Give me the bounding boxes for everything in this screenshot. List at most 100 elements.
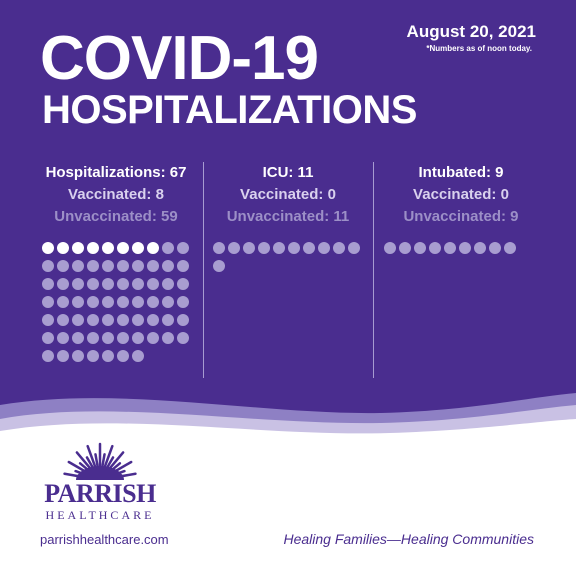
unvaccinated-dot xyxy=(87,314,99,326)
unvaccinated-dot xyxy=(87,278,99,290)
unvaccinated-dot xyxy=(177,242,189,254)
vaccinated-dot xyxy=(102,242,114,254)
unvaccinated-dot xyxy=(42,332,54,344)
wave-divider xyxy=(0,393,576,465)
unvaccinated-dot xyxy=(72,296,84,308)
unvaccinated-dot xyxy=(117,296,129,308)
unvaccinated-dot xyxy=(162,242,174,254)
vaccinated-dot xyxy=(87,242,99,254)
unvaccinated-dot xyxy=(162,314,174,326)
unvaccinated-dot xyxy=(42,350,54,362)
vaccinated-dot xyxy=(117,242,129,254)
unvaccinated-dot xyxy=(102,332,114,344)
stat-total-label: Hospitalizations: 67 xyxy=(45,164,187,181)
hero-panel: COVID-19 HOSPITALIZATIONS August 20, 202… xyxy=(0,0,576,440)
unvaccinated-dot xyxy=(162,278,174,290)
unvaccinated-dot xyxy=(42,296,54,308)
website-link[interactable]: parrishhealthcare.com xyxy=(40,532,169,547)
stat-unvaccinated-label: Unvaccinated: 9 xyxy=(403,208,519,225)
unvaccinated-dot xyxy=(177,278,189,290)
unvaccinated-dot xyxy=(102,314,114,326)
unvaccinated-dot xyxy=(72,314,84,326)
stat-total-label: ICU: 11 xyxy=(262,164,314,181)
unvaccinated-dot xyxy=(42,260,54,272)
unvaccinated-dot xyxy=(147,314,159,326)
unvaccinated-dot xyxy=(87,260,99,272)
unvaccinated-dot xyxy=(429,242,441,254)
vaccinated-dot xyxy=(147,242,159,254)
stat-intubated: Intubated: 9 Vaccinated: 0 Unvaccinated:… xyxy=(375,162,547,228)
brand-name: PARRISH xyxy=(44,479,156,508)
unvaccinated-dot xyxy=(102,260,114,272)
unvaccinated-dot xyxy=(57,350,69,362)
stat-unvaccinated-label: Unvaccinated: 11 xyxy=(226,208,350,225)
unvaccinated-dot xyxy=(288,242,300,254)
unvaccinated-dot xyxy=(132,350,144,362)
unvaccinated-dot xyxy=(333,242,345,254)
unvaccinated-dot xyxy=(132,260,144,272)
page-title: COVID-19 xyxy=(40,24,319,93)
stat-unvaccinated-label: Unvaccinated: 59 xyxy=(54,208,178,225)
unvaccinated-dot xyxy=(57,278,69,290)
unvaccinated-dot xyxy=(228,242,240,254)
unvaccinated-dot xyxy=(162,296,174,308)
unvaccinated-dot xyxy=(57,332,69,344)
unvaccinated-dot xyxy=(132,332,144,344)
vaccinated-dot xyxy=(72,242,84,254)
unvaccinated-dot xyxy=(87,350,99,362)
unvaccinated-dot xyxy=(132,296,144,308)
unvaccinated-dot xyxy=(42,278,54,290)
unvaccinated-dot xyxy=(177,260,189,272)
unvaccinated-dot xyxy=(117,260,129,272)
column-divider xyxy=(203,162,204,378)
unvaccinated-dot xyxy=(147,296,159,308)
vaccinated-dot xyxy=(42,242,54,254)
unvaccinated-dot xyxy=(177,314,189,326)
unvaccinated-dot xyxy=(399,242,411,254)
stat-vaccinated-label: Vaccinated: 0 xyxy=(240,186,336,203)
unvaccinated-dot xyxy=(303,242,315,254)
brand-subtitle: HEALTHCARE xyxy=(45,508,155,522)
unvaccinated-dot xyxy=(459,242,471,254)
stat-total-label: Intubated: 9 xyxy=(418,164,504,181)
unvaccinated-dot xyxy=(147,332,159,344)
unvaccinated-dot xyxy=(57,314,69,326)
unvaccinated-dot xyxy=(72,332,84,344)
stat-vaccinated-label: Vaccinated: 8 xyxy=(68,186,164,203)
unvaccinated-dot xyxy=(444,242,456,254)
stat-vaccinated-label: Vaccinated: 0 xyxy=(413,186,509,203)
unvaccinated-dot xyxy=(87,296,99,308)
unvaccinated-dot xyxy=(132,278,144,290)
tagline: Healing Families—Healing Communities xyxy=(283,531,534,547)
unvaccinated-dot xyxy=(213,260,225,272)
unvaccinated-dot xyxy=(162,260,174,272)
unvaccinated-dot xyxy=(72,350,84,362)
unvaccinated-dot xyxy=(72,278,84,290)
report-date: August 20, 2021 xyxy=(406,22,536,41)
unvaccinated-dot xyxy=(348,242,360,254)
stat-icu: ICU: 11 Vaccinated: 0 Unvaccinated: 11 xyxy=(205,162,371,228)
unvaccinated-dot xyxy=(474,242,486,254)
unvaccinated-dot xyxy=(213,242,225,254)
unvaccinated-dot xyxy=(72,260,84,272)
unvaccinated-dot xyxy=(87,332,99,344)
page-subtitle: HOSPITALIZATIONS xyxy=(42,88,417,132)
unvaccinated-dot xyxy=(57,260,69,272)
vaccinated-dot xyxy=(132,242,144,254)
unvaccinated-dot xyxy=(414,242,426,254)
footnote: *Numbers as of noon today. xyxy=(426,44,532,53)
unvaccinated-dot xyxy=(384,242,396,254)
unvaccinated-dot xyxy=(318,242,330,254)
stat-hospitalizations: Hospitalizations: 67 Vaccinated: 8 Unvac… xyxy=(30,162,202,228)
unvaccinated-dot xyxy=(147,260,159,272)
unvaccinated-dot xyxy=(177,332,189,344)
unvaccinated-dot xyxy=(117,278,129,290)
unvaccinated-dot xyxy=(243,242,255,254)
unvaccinated-dot xyxy=(117,332,129,344)
unvaccinated-dot xyxy=(147,278,159,290)
unvaccinated-dot xyxy=(102,350,114,362)
unvaccinated-dot xyxy=(57,296,69,308)
unvaccinated-dot xyxy=(273,242,285,254)
unvaccinated-dot xyxy=(117,314,129,326)
vaccinated-dot xyxy=(57,242,69,254)
